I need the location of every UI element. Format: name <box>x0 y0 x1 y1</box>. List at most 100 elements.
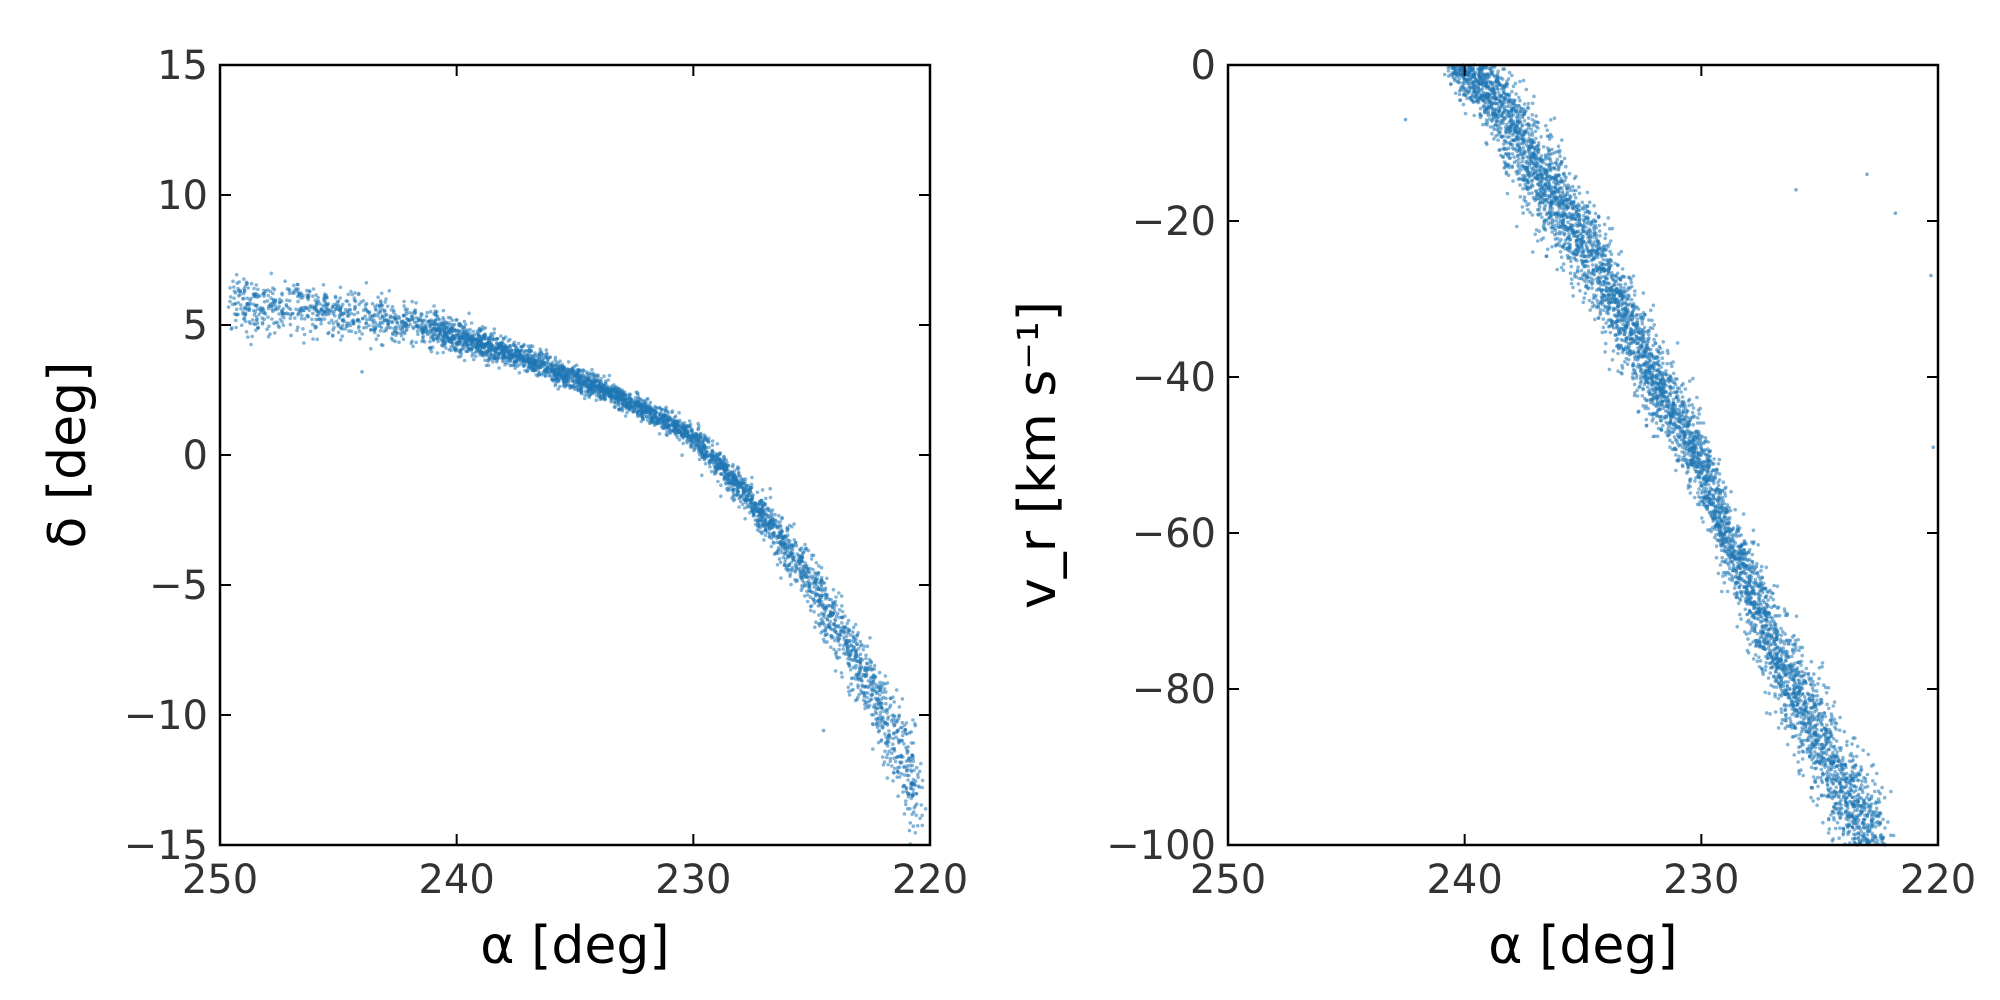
data-point <box>442 327 446 332</box>
data-point <box>603 397 607 402</box>
data-point <box>428 339 432 344</box>
data-point <box>1449 82 1453 86</box>
data-point <box>856 685 860 690</box>
data-point <box>480 337 485 341</box>
data-point <box>266 334 271 339</box>
data-point <box>795 578 799 582</box>
data-point <box>341 302 345 307</box>
data-point <box>592 377 597 382</box>
data-point <box>839 594 844 598</box>
data-point <box>589 386 593 391</box>
data-point <box>872 663 877 668</box>
data-point <box>583 389 587 394</box>
data-point <box>843 614 847 618</box>
data-point <box>358 336 362 341</box>
data-point <box>896 771 901 775</box>
data-point <box>818 580 822 584</box>
data-point <box>778 533 782 538</box>
data-point <box>746 490 751 494</box>
data-point <box>845 621 849 626</box>
data-point <box>319 307 324 312</box>
data-point <box>462 319 467 324</box>
data-point <box>437 322 442 326</box>
data-point <box>228 299 232 304</box>
data-point <box>234 307 239 312</box>
data-point <box>315 313 319 318</box>
data-point <box>261 306 265 311</box>
data-point <box>847 661 851 666</box>
data-point <box>293 316 297 320</box>
data-point <box>812 601 817 605</box>
data-point <box>884 701 888 706</box>
data-point <box>907 828 912 833</box>
data-point <box>576 380 580 385</box>
data-point <box>876 706 880 711</box>
data-point <box>828 619 832 624</box>
data-point <box>327 321 331 325</box>
data-point <box>755 518 759 523</box>
data-point <box>881 726 885 730</box>
data-point <box>471 351 475 356</box>
data-point <box>492 327 497 331</box>
data-point <box>894 688 899 692</box>
data-point <box>730 482 735 486</box>
data-point <box>414 340 419 345</box>
data-point <box>825 576 829 581</box>
data-point <box>772 541 776 545</box>
data-point <box>891 717 895 721</box>
data-point <box>794 543 799 548</box>
data-point <box>557 384 562 389</box>
data-point <box>849 682 853 686</box>
data-point <box>1606 245 1610 249</box>
data-point <box>698 442 702 447</box>
data-point <box>260 316 265 320</box>
data-point <box>904 786 909 791</box>
data-point <box>874 682 879 687</box>
data-point <box>731 494 736 499</box>
data-point <box>851 630 855 634</box>
data-point <box>435 314 440 319</box>
data-point <box>812 585 816 589</box>
data-point <box>868 636 872 640</box>
data-point <box>285 298 289 303</box>
data-point <box>730 484 734 489</box>
data-point <box>1590 286 1594 290</box>
data-point <box>587 383 591 387</box>
data-point <box>574 363 579 368</box>
data-point <box>710 451 715 455</box>
data-point <box>251 302 256 307</box>
data-point <box>327 330 331 335</box>
data-point <box>252 286 256 291</box>
data-point <box>429 322 433 327</box>
y-tick-label: 10 <box>157 173 208 219</box>
data-point <box>446 315 451 320</box>
data-point <box>802 594 807 598</box>
data-point <box>1873 782 1877 786</box>
data-point <box>541 364 546 369</box>
data-point <box>909 741 914 745</box>
data-point <box>834 603 838 608</box>
data-point <box>314 293 318 297</box>
data-point <box>885 681 890 685</box>
data-point <box>246 286 251 290</box>
data-point <box>884 755 889 760</box>
data-point <box>813 579 817 584</box>
data-point <box>903 728 907 732</box>
data-point <box>791 558 796 562</box>
data-point <box>831 587 836 592</box>
data-point <box>372 314 377 318</box>
data-point <box>1826 831 1831 835</box>
data-point <box>250 318 255 322</box>
data-point <box>900 733 905 738</box>
data-point <box>461 325 465 330</box>
data-point <box>353 299 358 304</box>
data-point <box>379 291 384 296</box>
data-point <box>319 317 323 321</box>
data-point <box>354 330 358 335</box>
data-point <box>455 342 459 346</box>
data-point <box>260 320 265 325</box>
data-point <box>846 656 850 661</box>
data-point <box>697 453 702 457</box>
data-point <box>920 778 925 783</box>
data-point <box>526 365 531 369</box>
